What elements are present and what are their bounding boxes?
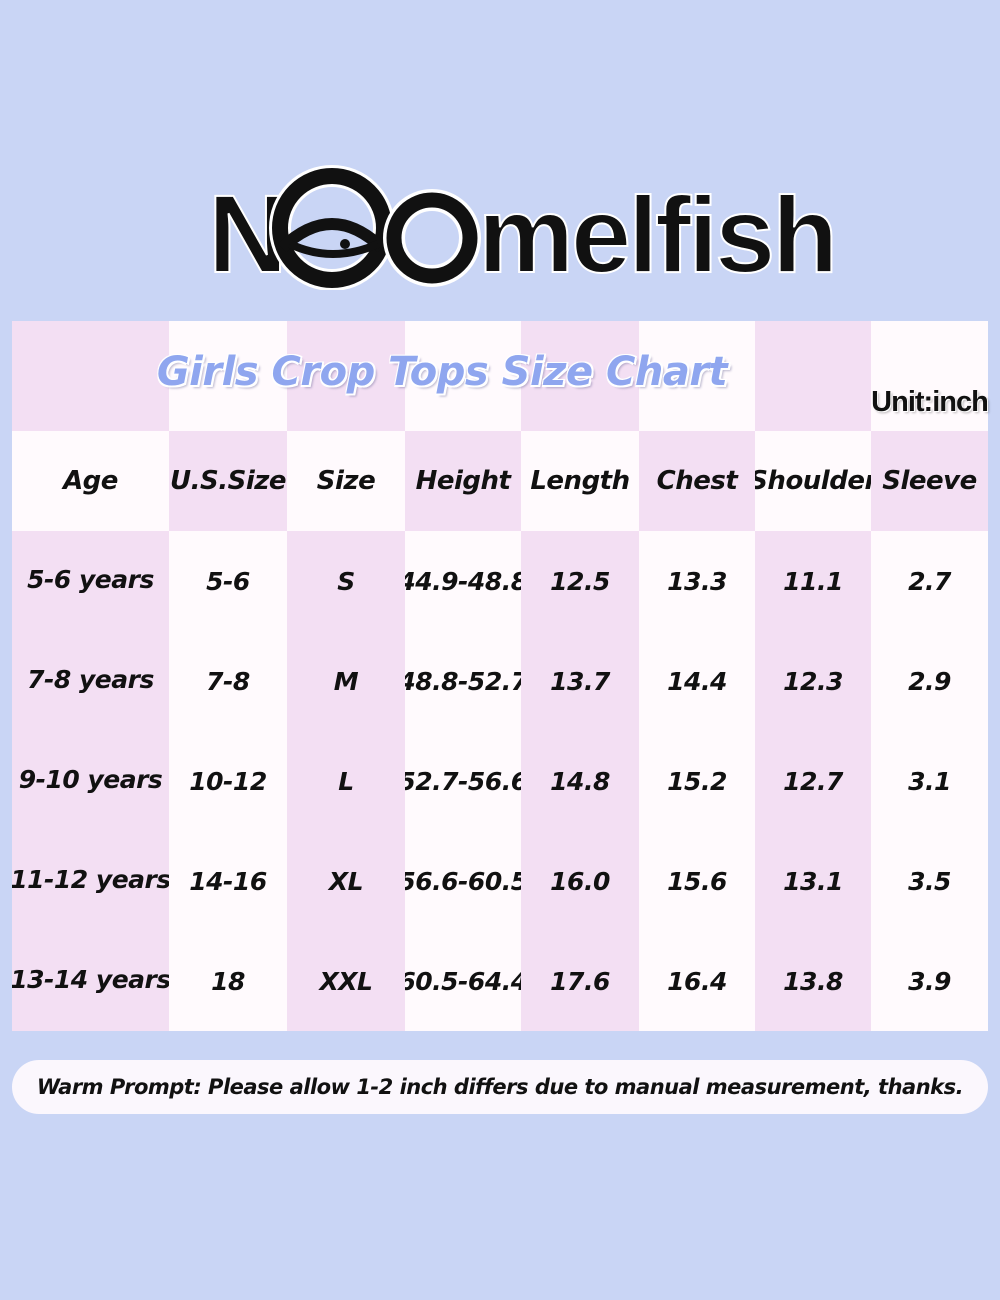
logo-wordmark: melfish (478, 174, 835, 290)
size-chart-table: Girls Crop Tops Size Chart Unit:inch Age… (12, 321, 989, 1031)
cell-sleeve: 3.5 (871, 831, 988, 931)
header-length: Length (521, 431, 639, 531)
cell-sleeve: 2.9 (871, 631, 988, 731)
cell-us-size: 14-16 (169, 831, 287, 931)
cell-us-size: 10-12 (169, 731, 287, 831)
cell-length: 12.5 (521, 531, 639, 631)
cell-chest: 15.2 (639, 731, 755, 831)
cell-height: 44.9-48.8 (405, 531, 521, 631)
cell-age: 5-6 years (12, 531, 169, 631)
cell-sleeve: 3.1 (871, 731, 988, 831)
cell-size: XL (287, 831, 405, 931)
unit-label: Unit:inch (871, 386, 989, 418)
header-chest: Chest (639, 431, 755, 531)
cell-chest: 16.4 (639, 931, 755, 1031)
cell-length: 13.7 (521, 631, 639, 731)
chart-title-row: Girls Crop Tops Size Chart (12, 321, 871, 431)
warm-prompt-note: Warm Prompt: Please allow 1-2 inch diffe… (12, 1060, 988, 1114)
cell-size: S (287, 531, 405, 631)
header-height: Height (405, 431, 521, 531)
cell-age: 7-8 years (12, 631, 169, 731)
cell-height: 60.5-64.4 (405, 931, 521, 1031)
cell-sleeve: 3.9 (871, 931, 988, 1031)
cell-shoulder: 13.8 (755, 931, 871, 1031)
noomelfish-logo-icon: N melfish (207, 165, 839, 290)
cell-age: 9-10 years (12, 731, 169, 831)
chart-title: Girls Crop Tops Size Chart (156, 349, 728, 395)
cell-height: 52.7-56.6 (405, 731, 521, 831)
cell-chest: 13.3 (639, 531, 755, 631)
header-age: Age (12, 431, 169, 531)
cell-shoulder: 12.3 (755, 631, 871, 731)
cell-shoulder: 12.7 (755, 731, 871, 831)
cell-age: 11-12 years (12, 831, 169, 931)
cell-height: 56.6-60.5 (405, 831, 521, 931)
cell-shoulder: 13.1 (755, 831, 871, 931)
cell-shoulder: 11.1 (755, 531, 871, 631)
brand-logo: N melfish (0, 160, 1000, 290)
cell-us-size: 18 (169, 931, 287, 1031)
cell-length: 17.6 (521, 931, 639, 1031)
cell-size: XXL (287, 931, 405, 1031)
header-size: Size (287, 431, 405, 531)
unit-label-cell: Unit:inch (871, 321, 989, 431)
cell-height: 48.8-52.7 (405, 631, 521, 731)
cell-chest: 14.4 (639, 631, 755, 731)
cell-age: 13-14 years (12, 931, 169, 1031)
cell-us-size: 5-6 (169, 531, 287, 631)
header-sleeve: Sleeve (871, 431, 988, 531)
cell-length: 14.8 (521, 731, 639, 831)
cell-size: M (287, 631, 405, 731)
cell-size: L (287, 731, 405, 831)
cell-length: 16.0 (521, 831, 639, 931)
header-shoulder: Shoulder (755, 431, 871, 531)
cell-chest: 15.6 (639, 831, 755, 931)
header-us-size: U.S.Size (169, 431, 287, 531)
cell-us-size: 7-8 (169, 631, 287, 731)
cell-sleeve: 2.7 (871, 531, 988, 631)
